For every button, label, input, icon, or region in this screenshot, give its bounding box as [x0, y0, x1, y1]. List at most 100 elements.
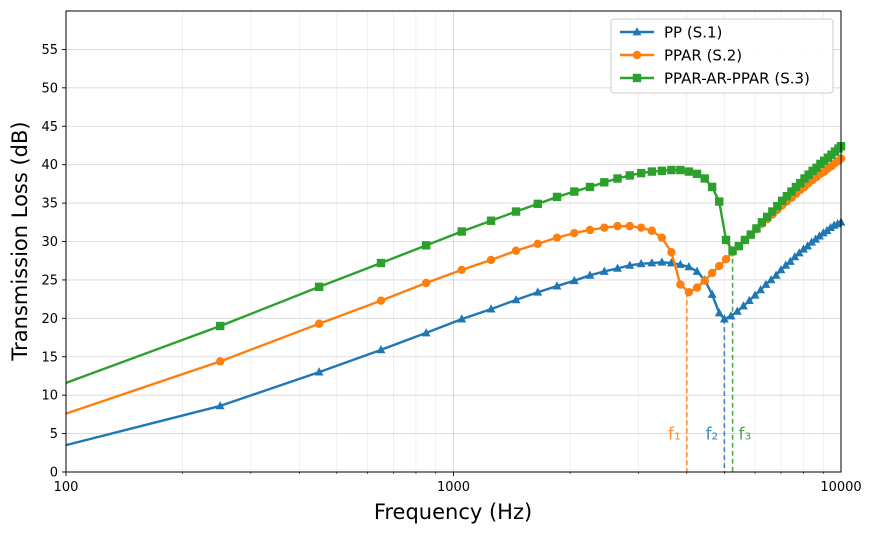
data-point: [692, 169, 702, 179]
data-point: [570, 187, 579, 196]
data-point: [732, 306, 742, 315]
data-point: [585, 225, 595, 235]
data-point: [728, 246, 737, 255]
data-point: [552, 192, 562, 202]
data-point: [421, 328, 431, 337]
series-lines: [65, 142, 846, 447]
annotations: f₁ f₂ f₃: [668, 250, 752, 472]
data-point: [376, 258, 386, 268]
data-point: [684, 288, 694, 297]
data-point: [740, 235, 750, 245]
data-point: [700, 276, 709, 285]
data-point: [807, 237, 817, 246]
data-point: [314, 282, 324, 292]
data-point: [486, 304, 496, 313]
data-point: [692, 266, 702, 275]
data-point: [721, 254, 731, 264]
y-tick-label: 15: [41, 350, 58, 365]
data-point: [636, 258, 646, 268]
data-point: [667, 248, 676, 257]
data-point: [585, 182, 595, 192]
data-point: [787, 187, 796, 196]
data-point: [216, 357, 225, 366]
data-point: [790, 252, 800, 261]
data-point: [763, 212, 772, 222]
data-point: [585, 270, 595, 279]
data-point: [570, 228, 579, 238]
data-point: [376, 345, 386, 354]
data-point: [314, 319, 324, 328]
data-point: [636, 168, 646, 178]
data-point: [552, 233, 562, 242]
data-point: [632, 50, 642, 60]
data-point: [761, 279, 771, 288]
y-tick-label: 10: [41, 389, 58, 404]
data-point: [714, 308, 724, 317]
frequency-marker-label: f₃: [739, 425, 752, 445]
data-point: [721, 235, 731, 245]
frequency-marker-label: f₁: [668, 425, 681, 445]
data-point: [533, 239, 542, 249]
data-point: [707, 289, 717, 298]
data-point: [457, 227, 466, 236]
data-point: [739, 301, 748, 310]
y-tick-label: 40: [41, 158, 58, 173]
data-point: [632, 73, 642, 83]
legend-item: PPAR-AR-PPAR (S.3): [620, 70, 810, 88]
data-point: [511, 295, 521, 304]
data-point: [744, 295, 754, 305]
data-point: [746, 230, 755, 239]
data-point: [657, 257, 667, 266]
data-point: [826, 222, 835, 232]
data-point: [625, 221, 634, 231]
data-point: [750, 290, 760, 299]
data-point: [675, 259, 685, 268]
data-point: [719, 314, 729, 323]
data-point: [376, 296, 386, 305]
x-axis-label: Frequency (Hz): [374, 500, 532, 524]
data-point: [734, 241, 744, 251]
data-point: [811, 234, 821, 243]
data-point: [632, 27, 642, 36]
data-point: [599, 266, 609, 275]
y-tick-label: 0: [50, 466, 58, 481]
data-point: [726, 311, 736, 320]
y-tick-label: 30: [41, 235, 58, 250]
data-point: [657, 166, 667, 176]
legend-label: PPAR-AR-PPAR (S.3): [664, 70, 810, 88]
data-point: [457, 265, 466, 275]
data-point: [773, 201, 782, 211]
x-axis: 100 1000 10000: [54, 472, 862, 495]
data-point: [613, 221, 622, 231]
data-point: [768, 207, 777, 216]
legend-label: PP (S.1): [664, 24, 722, 42]
y-tick-label: 20: [41, 312, 58, 327]
data-point: [757, 218, 767, 227]
data-point: [799, 244, 808, 253]
data-point: [781, 260, 791, 269]
legend-item: PPAR (S.2): [620, 47, 742, 65]
data-point: [766, 275, 776, 284]
data-point: [421, 278, 431, 288]
data-point: [552, 281, 562, 290]
data-point: [707, 182, 717, 192]
data-point: [785, 256, 795, 265]
data-point: [752, 224, 761, 233]
data-point: [600, 178, 609, 187]
data-point: [511, 207, 521, 216]
data-point: [511, 246, 521, 255]
data-point: [625, 260, 635, 269]
legend-box: [610, 18, 834, 94]
y-tick-label: 55: [41, 43, 58, 58]
data-point: [692, 283, 702, 292]
data-point: [707, 268, 717, 278]
y-tick-label: 5: [50, 427, 58, 442]
data-point: [613, 263, 622, 272]
data-point: [600, 223, 609, 232]
data-point: [791, 182, 801, 192]
data-point: [613, 174, 622, 183]
data-point: [486, 216, 496, 225]
data-point: [647, 167, 657, 176]
data-point: [676, 280, 685, 289]
